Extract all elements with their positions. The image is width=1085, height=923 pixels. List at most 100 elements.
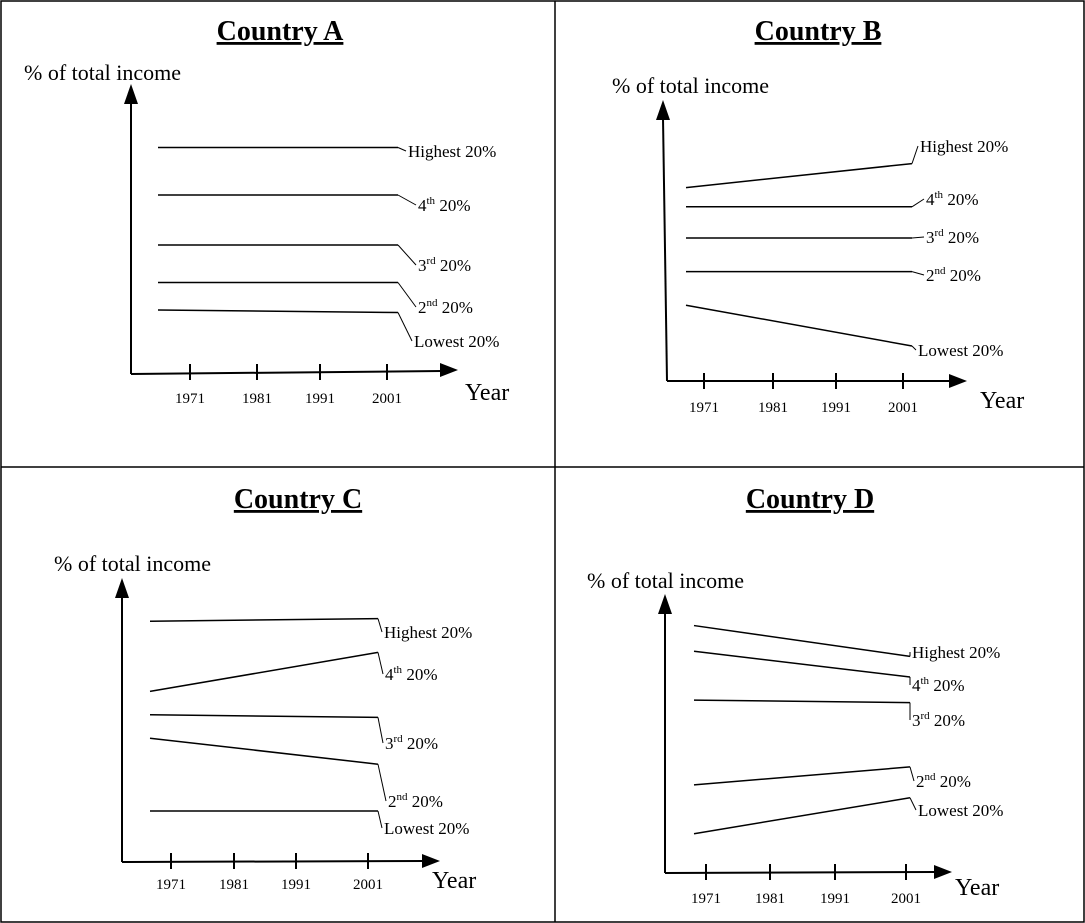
series-line-1 xyxy=(685,162,913,189)
series-label-rest: 20% xyxy=(943,190,978,209)
series-label-leader xyxy=(377,652,384,675)
series-label: 3rd 20% xyxy=(912,710,965,730)
series-label: 2nd 20% xyxy=(418,297,473,317)
x-tick-group: 1971 1981 1991 2001 xyxy=(156,853,383,893)
series-label: Lowest 20% xyxy=(384,819,469,838)
series-label-rest: 20% xyxy=(408,792,443,811)
series-line-2 xyxy=(693,650,911,678)
chart-title: Country C xyxy=(234,484,362,515)
series-label: 3rd 20% xyxy=(418,255,471,275)
series-label: Highest 20% xyxy=(408,142,496,161)
series-label: 2nd 20% xyxy=(388,791,443,811)
series-line-2 xyxy=(149,651,379,693)
series-label-ordinal: th xyxy=(935,189,944,201)
chart-panel-country-a: Country A % of total income Year Highest… xyxy=(24,16,509,407)
series-line-4 xyxy=(149,737,379,765)
series-label-main: 2 xyxy=(388,792,397,811)
x-axis-label: Year xyxy=(980,388,1024,414)
series-label-leader xyxy=(909,766,915,782)
series-label-ordinal: th xyxy=(394,664,403,676)
series-group: Highest 20%4th 20%3rd 20%2nd 20%Lowest 2… xyxy=(157,142,499,351)
series-label-main: 3 xyxy=(912,711,921,730)
series-label-rest: 20% xyxy=(436,256,471,275)
series-line-5 xyxy=(685,304,913,347)
series-label-main: 4 xyxy=(912,676,921,695)
series-line-5 xyxy=(157,309,399,314)
x-tick-label: 2001 xyxy=(372,391,402,407)
series-label-ordinal: nd xyxy=(935,265,947,277)
series-label-leader xyxy=(377,810,383,829)
x-axis xyxy=(121,860,425,863)
series-group: Highest 20%4th 20%3rd 20%2nd 20%Lowest 2… xyxy=(149,617,472,838)
series-label-main: Lowest 20% xyxy=(384,819,469,838)
chart-title: Country D xyxy=(746,484,874,515)
x-tick-label: 1981 xyxy=(242,391,272,407)
x-tick-group: 1971 1981 1991 2001 xyxy=(689,373,918,416)
series-label-ordinal: th xyxy=(427,195,436,207)
x-tick-label: 1981 xyxy=(219,877,249,893)
y-axis-arrowhead xyxy=(656,100,670,120)
y-axis xyxy=(662,117,668,382)
series-label-leader xyxy=(397,147,407,152)
series-label-main: Lowest 20% xyxy=(918,341,1003,360)
x-tick-group: 1971 1981 1991 2001 xyxy=(175,364,402,407)
x-axis-arrowhead xyxy=(422,854,440,868)
series-label-main: 2 xyxy=(916,772,925,791)
series-label-leader xyxy=(911,345,917,351)
series-label-rest: 20% xyxy=(936,772,971,791)
y-axis-label: % of total income xyxy=(24,60,181,85)
x-axis xyxy=(664,871,936,874)
x-tick-label: 1991 xyxy=(821,400,851,416)
y-axis-arrowhead xyxy=(115,578,129,598)
series-line-1 xyxy=(693,624,911,658)
x-axis-label: Year xyxy=(955,875,999,901)
series-label-leader xyxy=(377,717,384,744)
series-line-5 xyxy=(693,797,911,835)
series-label-rest: 20% xyxy=(438,298,473,317)
series-group: Highest 20%4th 20%3rd 20%2nd 20%Lowest 2… xyxy=(685,137,1008,360)
series-label-leader xyxy=(377,764,387,802)
series-label-main: 3 xyxy=(385,734,394,753)
series-line-1 xyxy=(149,617,379,622)
series-label-main: Highest 20% xyxy=(920,137,1008,156)
series-label-ordinal: rd xyxy=(921,710,931,722)
series-label-leader xyxy=(911,271,925,276)
series-label-rest: 20% xyxy=(403,734,438,753)
series-line-3 xyxy=(149,714,379,719)
x-axis-arrowhead xyxy=(440,363,458,377)
series-label-rest: 20% xyxy=(944,228,979,247)
series-label: Lowest 20% xyxy=(414,332,499,351)
series-label-leader xyxy=(911,236,925,239)
x-tick-label: 1971 xyxy=(689,400,719,416)
series-label: Lowest 20% xyxy=(918,341,1003,360)
series-label-ordinal: nd xyxy=(397,791,409,803)
x-tick-label: 1971 xyxy=(156,877,186,893)
chart-panel-country-c: Country C % of total income Year Highest… xyxy=(54,484,476,894)
series-label-ordinal: rd xyxy=(935,227,945,239)
series-label: 4th 20% xyxy=(385,664,437,684)
series-label-rest: 20% xyxy=(435,196,470,215)
series-line-4 xyxy=(693,766,911,786)
series-label: 2nd 20% xyxy=(916,771,971,791)
series-label-main: 4 xyxy=(418,196,427,215)
series-label-leader xyxy=(397,194,417,206)
x-tick-label: 1991 xyxy=(820,891,850,907)
series-label-main: 2 xyxy=(926,266,935,285)
series-label-main: 2 xyxy=(418,298,427,317)
x-axis xyxy=(130,370,443,375)
series-label-main: Highest 20% xyxy=(912,643,1000,662)
x-tick-label: 2001 xyxy=(353,877,383,893)
series-label-rest: 20% xyxy=(402,665,437,684)
x-tick-label: 1981 xyxy=(755,891,785,907)
series-group: Highest 20%4th 20%3rd 20%2nd 20%Lowest 2… xyxy=(693,624,1003,835)
x-axis-label: Year xyxy=(432,868,476,894)
series-label: 2nd 20% xyxy=(926,265,981,285)
series-label-main: Lowest 20% xyxy=(918,801,1003,820)
series-label-main: Highest 20% xyxy=(408,142,496,161)
series-label: 4th 20% xyxy=(926,189,978,209)
x-tick-label: 2001 xyxy=(891,891,921,907)
chart-panel-country-d: Country D % of total income Year Highest… xyxy=(587,484,1003,907)
y-axis-label: % of total income xyxy=(587,568,744,593)
